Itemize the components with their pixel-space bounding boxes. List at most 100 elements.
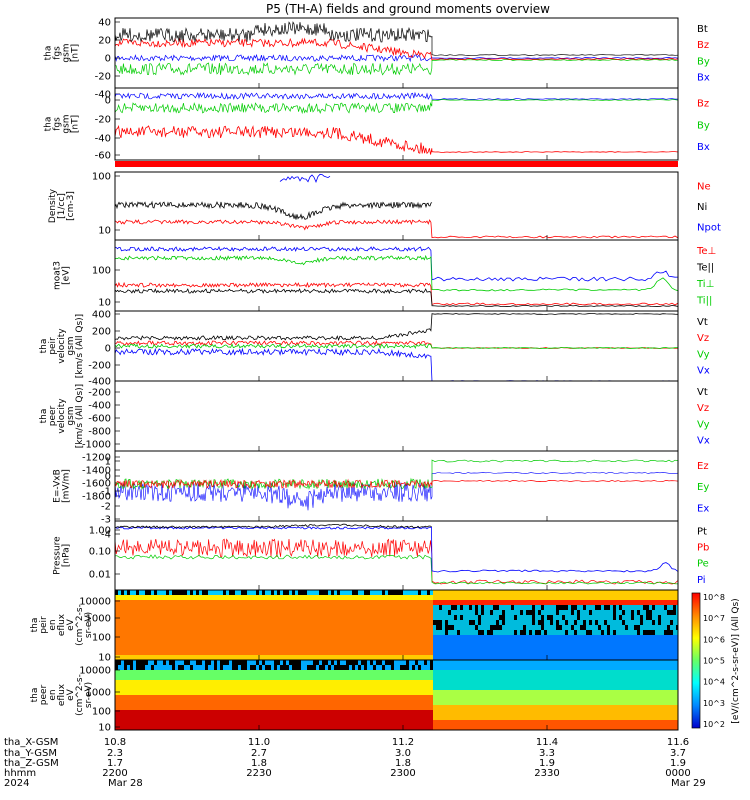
spectro-cell bbox=[520, 685, 523, 691]
spectro-cell bbox=[673, 600, 676, 606]
spectro-cell bbox=[556, 595, 559, 601]
spectro-cell bbox=[328, 715, 331, 721]
spectro-cell bbox=[118, 670, 121, 676]
spectro-cell bbox=[598, 610, 601, 616]
spectro-cell bbox=[217, 715, 220, 721]
spectro-cell bbox=[331, 660, 334, 666]
spectro-cell bbox=[133, 700, 136, 706]
spectro-cell bbox=[616, 640, 619, 646]
spectro-cell bbox=[385, 620, 388, 626]
spectro-cell bbox=[637, 590, 640, 596]
spectro-cell bbox=[421, 630, 424, 636]
spectro-cell bbox=[145, 670, 148, 676]
spectro-cell bbox=[250, 595, 253, 601]
spectro-cell bbox=[124, 705, 127, 711]
spectro-cell bbox=[448, 605, 451, 611]
spectro-cell bbox=[151, 690, 154, 696]
spectro-cell bbox=[499, 670, 502, 676]
spectro-cell bbox=[511, 625, 514, 631]
spectro-cell bbox=[121, 650, 124, 656]
spectro-cell bbox=[439, 605, 442, 611]
spectro-cell bbox=[514, 595, 517, 601]
spectro-cell bbox=[577, 590, 580, 596]
spectro-cell bbox=[343, 685, 346, 691]
spectro-cell bbox=[631, 615, 634, 621]
spectro-cell bbox=[487, 655, 490, 660]
spectro-cell bbox=[496, 610, 499, 616]
spectro-cell bbox=[136, 650, 139, 656]
spectro-cell bbox=[268, 695, 271, 701]
spectro-cell bbox=[355, 590, 358, 596]
spectro-cell bbox=[241, 605, 244, 611]
spectro-cell bbox=[166, 660, 169, 666]
spectro-cell bbox=[523, 660, 526, 666]
spectro-cell bbox=[247, 625, 250, 631]
spectro-cell bbox=[130, 680, 133, 686]
spectro-cell bbox=[205, 600, 208, 606]
spectro-cell bbox=[349, 695, 352, 701]
spectro-cell bbox=[304, 640, 307, 646]
spectro-cell bbox=[373, 675, 376, 681]
spectro-cell bbox=[169, 665, 172, 671]
spectro-cell bbox=[649, 640, 652, 646]
spectro-cell bbox=[202, 620, 205, 626]
spectro-cell bbox=[466, 700, 469, 706]
spectro-cell bbox=[463, 700, 466, 706]
spectro-cell bbox=[430, 655, 433, 660]
spectro-cell bbox=[592, 625, 595, 631]
spectro-cell bbox=[433, 615, 436, 621]
spectro-cell bbox=[115, 630, 118, 636]
spectro-cell bbox=[520, 710, 523, 716]
spectro-cell bbox=[151, 700, 154, 706]
spectro-cell bbox=[325, 680, 328, 686]
spectro-cell bbox=[199, 685, 202, 691]
spectro-cell bbox=[331, 685, 334, 691]
spectro-cell bbox=[343, 620, 346, 626]
spectro-cell bbox=[256, 680, 259, 686]
spectro-cell bbox=[625, 610, 628, 616]
spectro-cell bbox=[205, 725, 208, 730]
spectro-cell bbox=[187, 590, 190, 596]
spectro-cell bbox=[496, 690, 499, 696]
spectro-cell bbox=[553, 645, 556, 651]
spectro-cell bbox=[391, 665, 394, 671]
spectro-cell bbox=[202, 625, 205, 631]
spectro-cell bbox=[352, 700, 355, 706]
legend-by: By bbox=[697, 56, 710, 67]
spectro-cell bbox=[229, 710, 232, 716]
spectro-cell bbox=[589, 600, 592, 606]
spectro-cell bbox=[211, 705, 214, 711]
spectro-cell bbox=[121, 635, 124, 641]
spectro-cell bbox=[334, 710, 337, 716]
spectro-cell bbox=[637, 635, 640, 641]
spectro-cell bbox=[466, 650, 469, 656]
spectro-cell bbox=[550, 690, 553, 696]
spectro-cell bbox=[355, 680, 358, 686]
spectro-cell bbox=[340, 705, 343, 711]
spectro-cell bbox=[400, 655, 403, 660]
spectro-cell bbox=[508, 645, 511, 651]
spectro-cell bbox=[526, 665, 529, 671]
spectro-cell bbox=[493, 710, 496, 716]
spectro-cell bbox=[466, 670, 469, 676]
spectro-cell bbox=[499, 720, 502, 726]
spectro-cell bbox=[493, 635, 496, 641]
spectro-cell bbox=[382, 680, 385, 686]
spectro-cell bbox=[550, 635, 553, 641]
spectro-cell bbox=[667, 625, 670, 631]
spectro-cell bbox=[628, 635, 631, 641]
spectro-cell bbox=[244, 645, 247, 651]
spectro-cell bbox=[148, 660, 151, 666]
spectro-cell bbox=[427, 685, 430, 691]
spectro-cell bbox=[391, 590, 394, 596]
spectro-cell bbox=[259, 670, 262, 676]
spectro-cell bbox=[316, 690, 319, 696]
spectro-cell bbox=[355, 595, 358, 601]
spectro-cell bbox=[517, 630, 520, 636]
spectro-cell bbox=[595, 590, 598, 596]
spectro-cell bbox=[523, 680, 526, 686]
spectro-cell bbox=[178, 620, 181, 626]
spectro-cell bbox=[232, 700, 235, 706]
spectro-cell bbox=[145, 650, 148, 656]
spectro-cell bbox=[568, 660, 571, 666]
